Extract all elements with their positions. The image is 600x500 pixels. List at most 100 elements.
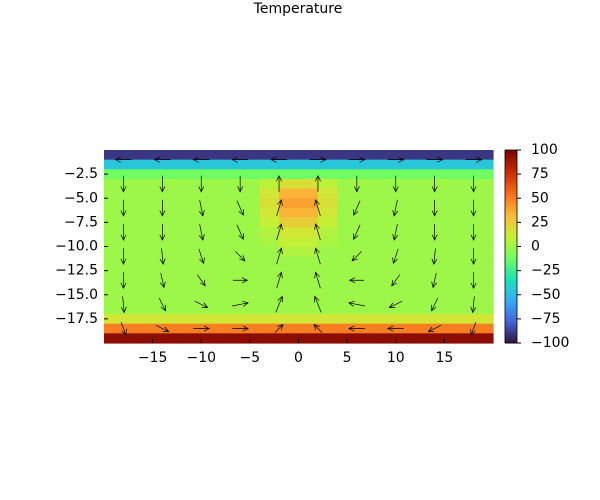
arrow [392,175,399,193]
heat-cell [162,304,183,315]
heat-cell [415,178,436,190]
heat-cell [298,314,319,325]
heat-cell [220,217,241,228]
heat-cell [279,294,300,305]
heat-cell [279,333,300,344]
colorbar-segment [505,200,517,203]
heat-cell [376,188,397,199]
heat-cell [104,275,125,286]
x-tick-label: −15 [138,350,168,366]
arrow [276,174,282,192]
heat-cell [279,217,300,228]
heat-cell [434,150,455,161]
colorbar-segment [505,286,517,290]
heat-cell [415,265,436,277]
arrow [194,300,209,308]
colorbar-segment [505,302,517,306]
heat-cell [454,150,475,161]
heat-cell [181,265,202,277]
colorbar-segment [505,188,517,191]
heat-cell [434,265,455,277]
heat-cell [162,275,183,286]
y-tick-label: −7.5 [64,214,98,230]
heat-cell [298,246,319,257]
colorbar-segment [505,312,517,316]
heat-cell [298,294,319,305]
arrow [158,297,166,312]
arrow [431,224,438,241]
heat-cell [181,323,202,334]
heat-cell [220,323,241,334]
heat-cell [123,314,144,325]
arrow [470,224,477,241]
heat-cell [220,256,241,267]
heat-cell [356,150,377,161]
heat-cell [142,198,163,209]
heat-cell [415,314,436,325]
arrow [198,248,205,265]
arrow [386,325,404,332]
heat-cell [376,217,397,228]
colorbar-segment [505,170,517,173]
heat-cell [104,227,125,238]
heat-cell [337,227,358,238]
colorbar-segment [505,256,517,260]
heat-cell [337,333,358,344]
arrow [232,300,249,307]
heat-cell [240,178,261,190]
heat-cell [454,246,475,257]
colorbar-segment [505,268,517,272]
heat-cell [142,159,163,170]
colorbar-segment [505,226,517,229]
heat-cell [220,150,241,161]
heat-cell [240,236,261,248]
heat-cell [298,275,319,286]
heat-cell [317,217,338,228]
heat-cell [473,265,494,277]
colorbar-segment [505,274,517,278]
heat-cell [376,207,397,219]
heat-cell [240,150,261,161]
heat-cell [201,304,222,315]
heat-cell [123,198,144,209]
heat-cell [181,294,202,305]
heat-cell [298,333,319,344]
heat-cell [356,178,377,190]
heat-cell [123,188,144,199]
heat-cell [454,236,475,248]
heat-cell [434,227,455,238]
heat-cell [220,207,241,219]
heat-cell [298,227,319,238]
heat-cell [415,188,436,199]
arrow [276,199,283,217]
heat-cell [376,246,397,257]
heat-cell [240,227,261,238]
heat-cell [201,275,222,286]
chart-title: Temperature [253,1,343,17]
colorbar-segment [505,242,517,245]
heat-cell [279,256,300,267]
heat-cell [473,198,494,209]
colorbar-segment [505,276,517,280]
heat-cell [240,265,261,277]
colorbar-segment [505,326,517,330]
arrow [348,277,365,284]
colorbar-segment [505,218,517,221]
colorbar-segment [505,310,517,314]
heat-cell [181,304,202,315]
heat-cell [162,265,183,277]
colorbar-segment [505,202,517,205]
colorbar-segment [505,176,517,179]
heat-cell [201,227,222,238]
heat-cell [298,178,319,190]
arrow [431,272,438,289]
colorbar-segment [505,306,517,310]
heat-cell [240,333,261,344]
heat-cell [104,304,125,315]
heat-cell [181,333,202,344]
heat-cell [104,323,125,334]
heat-cell [395,275,416,286]
heat-cell [473,178,494,190]
heat-cell [162,314,183,325]
heat-cell [220,265,241,277]
